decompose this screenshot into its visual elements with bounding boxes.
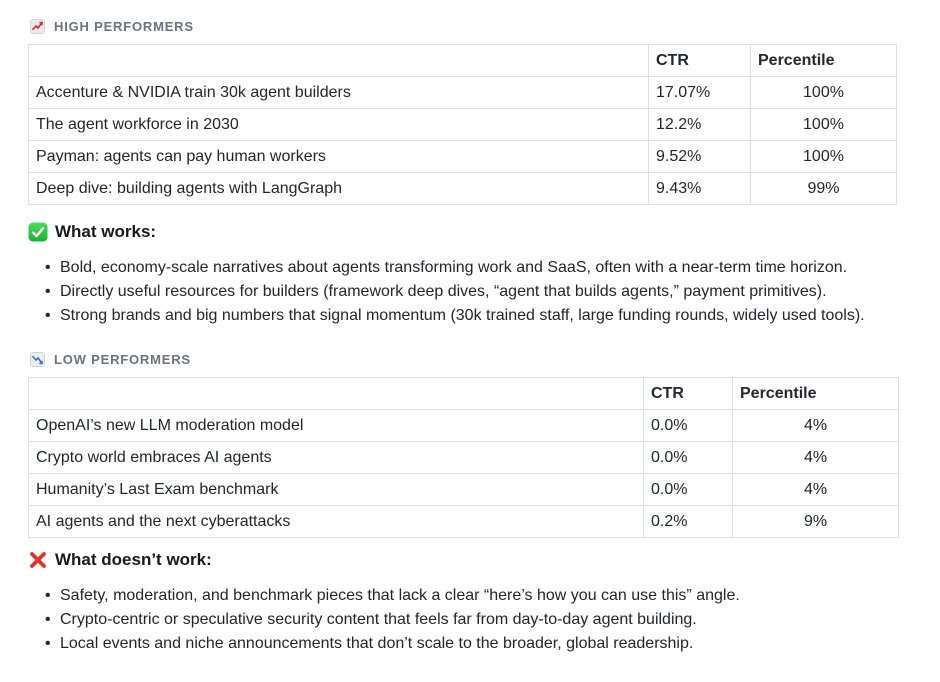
bullet-item: Bold, economy-scale narratives about age… — [28, 256, 897, 280]
cell-ctr: 9.43% — [648, 172, 751, 205]
bullet-item: Local events and niche announcements tha… — [28, 632, 897, 656]
cell-title: Humanity’s Last Exam benchmark — [28, 473, 644, 506]
cell-title: AI agents and the next cyberattacks — [28, 505, 644, 538]
cell-ctr: 12.2% — [648, 108, 751, 141]
table-row: OpenAI’s new LLM moderation model 0.0% 4… — [28, 409, 899, 442]
header-cell-percentile: Percentile — [750, 44, 897, 77]
check-mark-button-icon — [28, 222, 48, 242]
cross-mark-icon — [28, 550, 48, 570]
high-performers-heading: HIGH PERFORMERS — [30, 19, 897, 34]
what-doesnt-work-list: Safety, moderation, and benchmark pieces… — [28, 584, 897, 656]
cell-ctr: 0.0% — [643, 441, 733, 474]
header-cell-ctr: CTR — [643, 377, 733, 410]
section-heading-label: LOW PERFORMERS — [54, 352, 191, 367]
what-doesnt-work-heading: What doesn’t work: — [28, 550, 897, 570]
cell-ctr: 17.07% — [648, 76, 751, 109]
bullet-item: Strong brands and big numbers that signa… — [28, 304, 897, 328]
table-header-row: CTR Percentile — [28, 377, 899, 410]
table-row: AI agents and the next cyberattacks 0.2%… — [28, 505, 899, 538]
table-row: Deep dive: building agents with LangGrap… — [28, 172, 897, 205]
header-cell-title — [28, 44, 649, 77]
section-heading-label: HIGH PERFORMERS — [54, 19, 194, 34]
sub-heading-label: What works: — [55, 222, 157, 241]
cell-ctr: 0.0% — [643, 409, 733, 442]
cell-ctr: 0.2% — [643, 505, 733, 538]
table-header-row: CTR Percentile — [28, 44, 897, 77]
header-cell-ctr: CTR — [648, 44, 751, 77]
low-performers-table: CTR Percentile OpenAI’s new LLM moderati… — [28, 377, 899, 538]
cell-title: Deep dive: building agents with LangGrap… — [28, 172, 649, 205]
what-works-list: Bold, economy-scale narratives about age… — [28, 256, 897, 328]
table-row: Humanity’s Last Exam benchmark 0.0% 4% — [28, 473, 899, 506]
cell-percentile: 4% — [732, 441, 899, 474]
cell-percentile: 100% — [750, 140, 897, 173]
bullet-item: Directly useful resources for builders (… — [28, 280, 897, 304]
low-performers-section: LOW PERFORMERS CTR Percentile OpenAI’s n… — [28, 352, 899, 538]
what-works-section: What works: Bold, economy-scale narrativ… — [28, 222, 897, 328]
cell-title: The agent workforce in 2030 — [28, 108, 649, 141]
report-page: HIGH PERFORMERS CTR Percentile Accenture… — [0, 0, 940, 656]
cell-ctr: 0.0% — [643, 473, 733, 506]
what-doesnt-work-section: What doesn’t work: Safety, moderation, a… — [28, 550, 897, 656]
table-row: Accenture & NVIDIA train 30k agent build… — [28, 76, 897, 109]
header-cell-percentile: Percentile — [732, 377, 899, 410]
cell-title: Accenture & NVIDIA train 30k agent build… — [28, 76, 649, 109]
chart-decreasing-icon — [30, 352, 45, 367]
cell-title: OpenAI’s new LLM moderation model — [28, 409, 644, 442]
cell-percentile: 4% — [732, 409, 899, 442]
cell-percentile: 100% — [750, 108, 897, 141]
cell-ctr: 9.52% — [648, 140, 751, 173]
bullet-item: Crypto-centric or speculative security c… — [28, 608, 897, 632]
bullet-item: Safety, moderation, and benchmark pieces… — [28, 584, 897, 608]
cell-title: Crypto world embraces AI agents — [28, 441, 644, 474]
low-performers-heading: LOW PERFORMERS — [30, 352, 897, 367]
what-works-heading: What works: — [28, 222, 897, 242]
cell-percentile: 4% — [732, 473, 899, 506]
cell-title: Payman: agents can pay human workers — [28, 140, 649, 173]
table-row: Crypto world embraces AI agents 0.0% 4% — [28, 441, 899, 474]
sub-heading-label: What doesn’t work: — [55, 550, 212, 569]
high-performers-table: CTR Percentile Accenture & NVIDIA train … — [28, 44, 897, 205]
cell-percentile: 100% — [750, 76, 897, 109]
chart-increasing-icon — [30, 19, 45, 34]
table-row: The agent workforce in 2030 12.2% 100% — [28, 108, 897, 141]
table-row: Payman: agents can pay human workers 9.5… — [28, 140, 897, 173]
cell-percentile: 9% — [732, 505, 899, 538]
cell-percentile: 99% — [750, 172, 897, 205]
high-performers-section: HIGH PERFORMERS CTR Percentile Accenture… — [28, 19, 897, 205]
header-cell-title — [28, 377, 644, 410]
